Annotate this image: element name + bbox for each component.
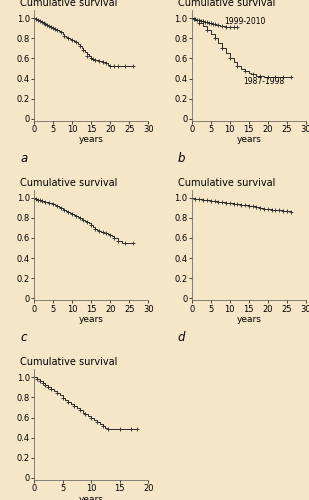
- Text: Cumulative survival: Cumulative survival: [178, 0, 275, 8]
- Text: Cumulative survival: Cumulative survival: [20, 0, 118, 8]
- Text: c: c: [20, 332, 27, 344]
- X-axis label: years: years: [79, 315, 104, 324]
- Text: 1987-1998: 1987-1998: [243, 76, 284, 86]
- Text: b: b: [178, 152, 185, 165]
- X-axis label: years: years: [79, 494, 104, 500]
- Text: 1999-2010: 1999-2010: [224, 16, 265, 26]
- Text: d: d: [178, 332, 185, 344]
- Text: Cumulative survival: Cumulative survival: [20, 178, 118, 188]
- Text: Cumulative survival: Cumulative survival: [20, 358, 118, 368]
- X-axis label: years: years: [79, 136, 104, 144]
- X-axis label: years: years: [236, 315, 261, 324]
- X-axis label: years: years: [236, 136, 261, 144]
- Text: a: a: [20, 152, 28, 165]
- Text: Cumulative survival: Cumulative survival: [178, 178, 275, 188]
